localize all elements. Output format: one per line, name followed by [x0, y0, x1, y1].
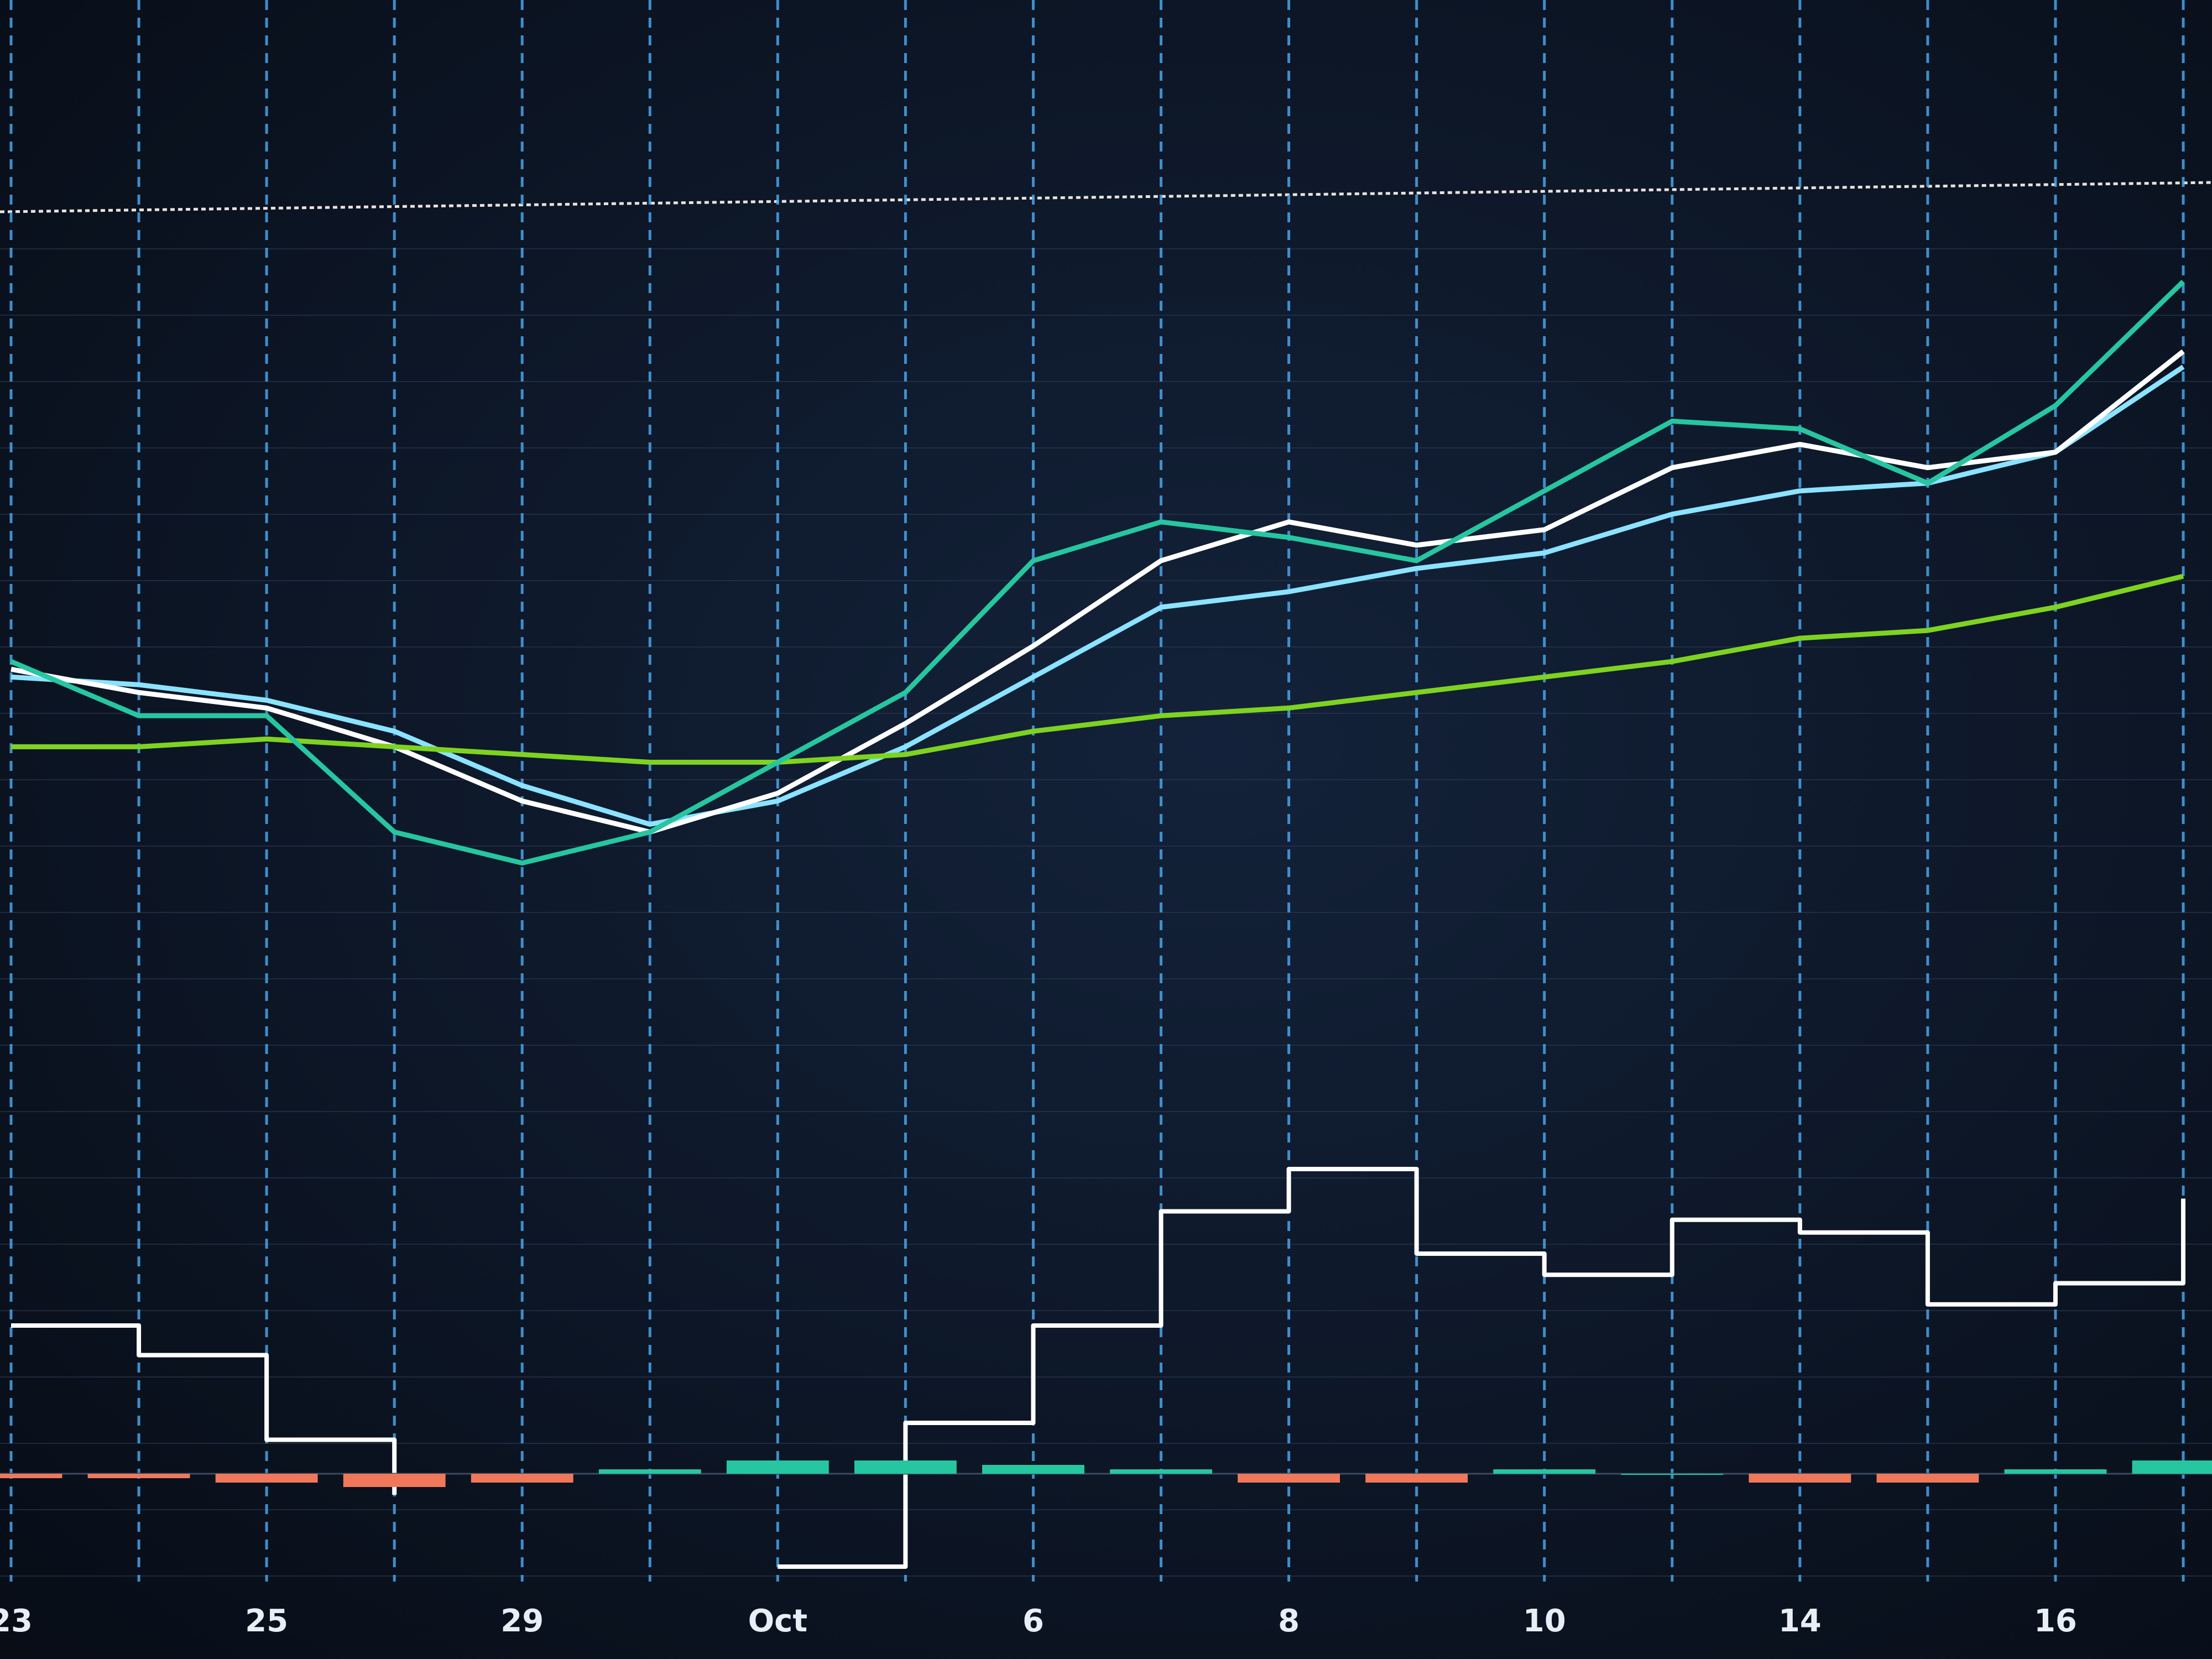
x-tick-label: 8: [1278, 1603, 1300, 1639]
histogram-bar: [1749, 1474, 1851, 1483]
histogram-bar: [726, 1460, 829, 1474]
histogram-bar: [598, 1469, 701, 1474]
series-line: [11, 349, 2185, 835]
histogram-bar: [1493, 1469, 1596, 1474]
x-tick-label: 6: [1022, 1603, 1044, 1639]
x-tick-label: 29: [500, 1603, 544, 1639]
histogram-bar: [2004, 1469, 2107, 1474]
histogram-bar: [1110, 1469, 1212, 1474]
histogram-bar: [1238, 1474, 1340, 1483]
histogram-bar: [471, 1474, 573, 1483]
series-line: [11, 364, 2185, 827]
histogram-bar: [1621, 1474, 1724, 1475]
series-line: [11, 1166, 2185, 1569]
histogram-bar: [854, 1460, 957, 1474]
x-tick-label: 14: [1778, 1603, 1822, 1639]
x-tick-label: 25: [245, 1603, 288, 1639]
histogram-bar: [87, 1474, 190, 1478]
histogram-bar: [343, 1474, 446, 1487]
series-line: [10, 279, 2185, 866]
histogram-bar: [1876, 1474, 1979, 1483]
histogram-bar: [0, 1474, 62, 1478]
histogram-bar: [2132, 1460, 2212, 1474]
histogram-bar: [982, 1465, 1084, 1474]
price-level-line: [0, 181, 2212, 213]
x-tick-label: Oct: [748, 1603, 808, 1639]
x-tick-label: 16: [2034, 1603, 2077, 1639]
x-tick-label: 10: [1523, 1603, 1566, 1639]
series-line: [11, 573, 2184, 765]
x-tick-label: 23: [0, 1603, 33, 1639]
histogram-bar: [1365, 1474, 1468, 1483]
histogram-bar: [215, 1474, 318, 1483]
